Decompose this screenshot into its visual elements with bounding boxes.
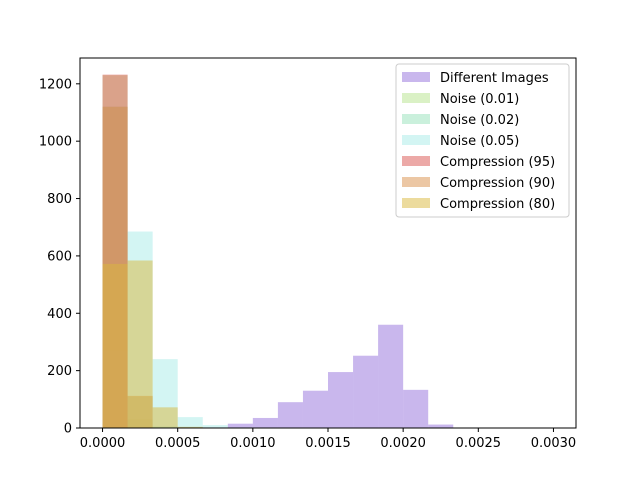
bar-different-images-bin-7: [277, 402, 303, 428]
series-compression-80: [102, 260, 203, 428]
y-tick-label: 1200: [39, 77, 72, 92]
bars-layer: [102, 74, 454, 429]
x-tick-label: 0.0010: [230, 436, 276, 451]
legend-label-compression-90: Compression (90): [440, 176, 555, 191]
bar-different-images-bin-8: [302, 390, 328, 428]
legend-swatch-noise-0-02: [402, 114, 430, 124]
legend-label-different-images: Different Images: [440, 71, 549, 86]
legend-swatch-different-images: [402, 72, 430, 82]
y-tick-label: 1000: [39, 135, 72, 150]
legend-box: [395, 63, 570, 218]
y-tick-label: 400: [47, 307, 72, 322]
x-tick-label: 0.0000: [80, 436, 126, 451]
legend-label-compression-95: Compression (95): [440, 155, 555, 170]
y-tick-label: 600: [47, 249, 72, 264]
x-tick-label: 0.0005: [155, 436, 201, 451]
legend-label-noise-0-01: Noise (0.01): [440, 92, 519, 107]
legend-swatch-compression-90: [402, 177, 430, 187]
bar-compression-80-bin-2: [152, 407, 178, 428]
legend-label-compression-80: Compression (80): [440, 197, 555, 212]
bar-different-images-bin-9: [328, 372, 354, 428]
bar-compression-80-bin-3: [177, 426, 203, 428]
bar-different-images-bin-10: [353, 355, 379, 428]
bar-noise-0-05-bin-3: [177, 417, 203, 428]
bar-different-images-bin-13: [428, 424, 454, 428]
bar-compression-80-bin-0: [102, 263, 128, 428]
bar-compression-80-bin-1: [127, 260, 153, 428]
bar-different-images-bin-5: [227, 423, 253, 428]
legend-swatch-compression-80: [402, 198, 430, 208]
y-tick-label: 200: [47, 364, 72, 379]
legend-label-noise-0-05: Noise (0.05): [440, 134, 519, 149]
legend-swatch-compression-95: [402, 156, 430, 166]
x-tick-label: 0.0025: [456, 436, 502, 451]
x-axis: 0.0000 0.0005 0.0010 0.0015 0.0020 0.0025 0.00…: [80, 428, 576, 451]
x-tick-label: 0.0015: [305, 436, 351, 451]
x-tick-label: 0.0020: [380, 436, 426, 451]
y-tick-label: 0: [64, 422, 72, 437]
legend-swatch-noise-0-05: [402, 135, 430, 145]
bar-noise-0-05-bin-4: [202, 425, 228, 428]
bar-different-images-bin-6: [252, 417, 278, 428]
bar-different-images-bin-11: [378, 324, 404, 428]
x-tick-label: 0.0030: [531, 436, 577, 451]
legend-swatch-noise-0-01: [402, 93, 430, 103]
y-tick-label: 800: [47, 192, 72, 207]
y-axis: 0 200 400 600 800 1000 1200: [39, 77, 80, 437]
bar-different-images-bin-12: [403, 389, 429, 428]
legend-label-noise-0-02: Noise (0.02): [440, 113, 519, 128]
legend: Different Images Noise (0.01) Noise (0.02)…: [395, 63, 570, 218]
series-different-images: [202, 324, 454, 428]
